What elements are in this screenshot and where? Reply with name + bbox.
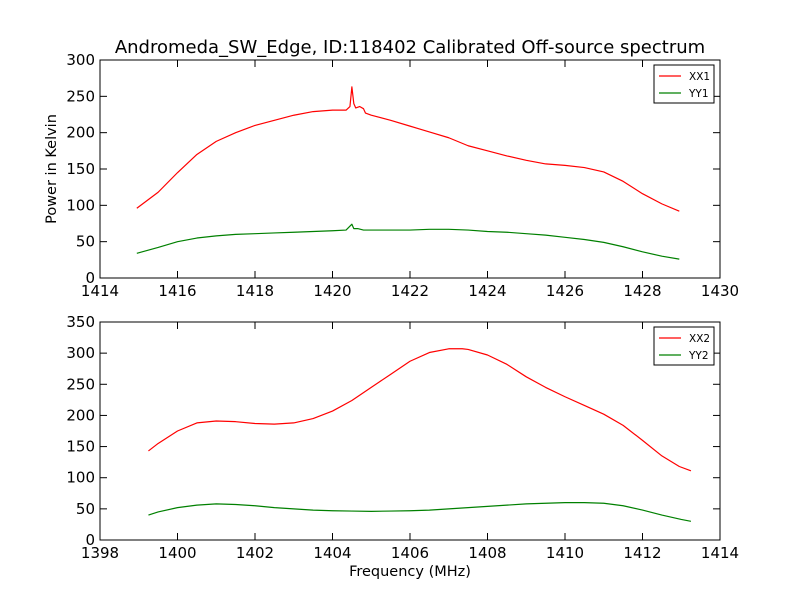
- top-plot-panel: 1414 1416 1418 1420 1422 1424 1426 1428 1430 0 50 1…: [66, 51, 739, 300]
- top-y-tick-label: 200: [66, 124, 95, 142]
- top-x-tick-label: 1414: [81, 282, 119, 300]
- bottom-y-tick-label: 150: [66, 438, 95, 456]
- bottom-x-tick-label: 1410: [546, 544, 584, 562]
- top-legend-label-yy1: YY1: [688, 88, 709, 100]
- top-legend-label-xx1: XX1: [689, 71, 710, 83]
- bottom-x-tick-label: 1408: [468, 544, 506, 562]
- bottom-y-tick-label: 350: [66, 313, 95, 331]
- top-x-tick-label: 1418: [236, 282, 274, 300]
- bottom-y-tick-label: 300: [66, 344, 95, 362]
- bottom-y-tick-label: 250: [66, 375, 95, 393]
- top-y-tick-label: 50: [76, 233, 95, 251]
- bottom-x-tick-label: 1400: [158, 544, 196, 562]
- bottom-x-tick-label: 1404: [313, 544, 351, 562]
- top-y-tick-label: 250: [66, 87, 95, 105]
- bottom-series-line-xx2: [148, 348, 692, 472]
- top-x-tick-label: 1416: [158, 282, 196, 300]
- figure-title: Andromeda_SW_Edge, ID:118402 Calibrated …: [115, 37, 705, 58]
- top-x-tick-label: 1426: [546, 282, 584, 300]
- bottom-plot-panel: 1398 1400 1402 1404 1406 1408 1410 1412 1414 0 50 1…: [66, 313, 739, 562]
- y-axis-label: Power in Kelvin: [44, 114, 60, 224]
- top-y-tick-label: 100: [66, 196, 95, 214]
- bottom-x-tick-label: 1412: [623, 544, 661, 562]
- bottom-plot-area: [99, 321, 721, 541]
- bottom-y-tick-label: 100: [66, 469, 95, 487]
- bottom-series-line-yy2: [148, 502, 692, 522]
- top-x-tick-label: 1424: [468, 282, 506, 300]
- bottom-legend-box: [653, 326, 715, 366]
- top-x-tick-label: 1420: [313, 282, 351, 300]
- bottom-x-tick-label: 1414: [701, 544, 739, 562]
- bottom-legend-label-xx2: XX2: [689, 333, 710, 345]
- top-y-tick-label: 300: [66, 51, 95, 69]
- bottom-y-tick-label: 50: [76, 500, 95, 518]
- top-plot-area: [99, 59, 721, 279]
- top-x-tick-label: 1428: [623, 282, 661, 300]
- top-series-line-yy1: [136, 223, 680, 260]
- bottom-legend-label-yy2: YY2: [688, 350, 709, 362]
- top-legend-box: [653, 64, 715, 104]
- bottom-x-tick-label: 1398: [81, 544, 119, 562]
- top-x-tick-label: 1430: [701, 282, 739, 300]
- bottom-y-tick-label: 200: [66, 406, 95, 424]
- top-x-tick-label: 1422: [391, 282, 429, 300]
- x-axis-label: Frequency (MHz): [349, 564, 471, 580]
- bottom-x-tick-label: 1402: [236, 544, 274, 562]
- bottom-y-tick-label: 0: [85, 531, 95, 549]
- top-series-line-xx1: [136, 86, 680, 212]
- top-y-tick-label: 0: [85, 269, 95, 287]
- bottom-x-tick-label: 1406: [391, 544, 429, 562]
- top-y-tick-label: 150: [66, 160, 95, 178]
